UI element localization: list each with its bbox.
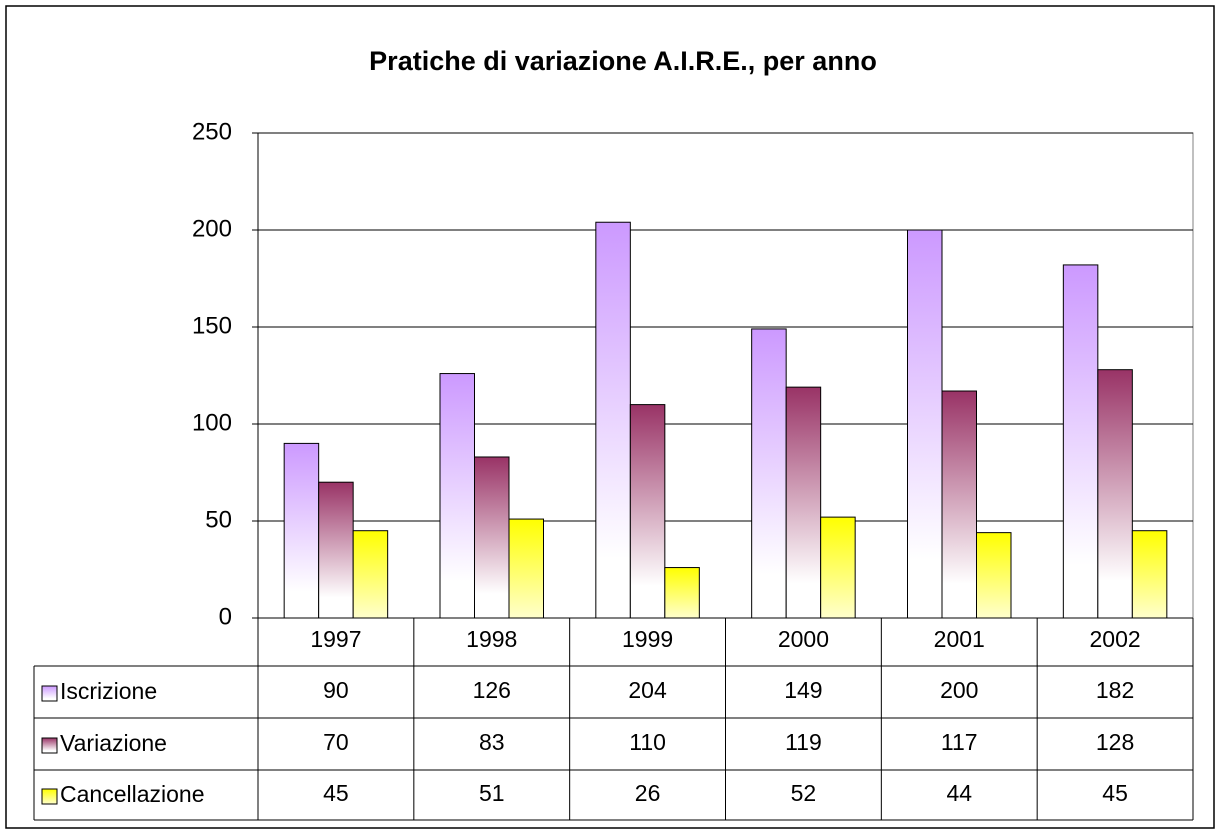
x-tick-label: 2001 bbox=[934, 626, 985, 652]
legend-label: Variazione bbox=[60, 730, 167, 756]
y-tick-label: 100 bbox=[192, 409, 232, 436]
table-value: 200 bbox=[940, 677, 978, 703]
x-tick-label: 1998 bbox=[466, 626, 517, 652]
y-tick-label: 150 bbox=[192, 312, 232, 339]
y-tick-label: 250 bbox=[192, 118, 232, 145]
table-value: 110 bbox=[629, 729, 666, 755]
bar bbox=[820, 516, 856, 619]
bar bbox=[941, 390, 977, 619]
table-value: 45 bbox=[323, 780, 349, 806]
x-tick-label: 1997 bbox=[310, 626, 361, 652]
bar bbox=[664, 567, 700, 619]
table-value: 128 bbox=[1096, 729, 1134, 755]
x-tick-label: 2000 bbox=[778, 626, 829, 652]
bar bbox=[508, 518, 544, 619]
bar bbox=[439, 373, 475, 619]
plot-area bbox=[257, 132, 1194, 619]
bar bbox=[1097, 369, 1133, 619]
legend-label: Iscrizione bbox=[60, 678, 157, 704]
legend-label: Cancellazione bbox=[60, 781, 204, 807]
bar bbox=[976, 532, 1012, 619]
bar bbox=[474, 456, 510, 619]
table-value: 119 bbox=[785, 729, 822, 755]
bar bbox=[318, 481, 354, 619]
legend-key bbox=[41, 788, 58, 805]
table-value: 204 bbox=[628, 677, 667, 703]
bar bbox=[595, 221, 631, 619]
bar bbox=[907, 229, 943, 619]
table-value: 44 bbox=[946, 780, 972, 806]
bar bbox=[1131, 530, 1168, 619]
table-value: 90 bbox=[323, 677, 349, 703]
table-value: 182 bbox=[1096, 677, 1134, 703]
table-value: 117 bbox=[941, 729, 978, 755]
table-value: 149 bbox=[784, 677, 822, 703]
table-value: 26 bbox=[635, 780, 661, 806]
bar bbox=[283, 442, 320, 619]
y-tick-label: 0 bbox=[219, 603, 232, 630]
legend-key bbox=[41, 737, 58, 754]
bar bbox=[785, 386, 822, 619]
y-tick-label: 200 bbox=[192, 215, 232, 242]
chart-title: Pratiche di variazione A.I.R.E., per ann… bbox=[369, 46, 877, 76]
bar bbox=[352, 530, 389, 619]
bar bbox=[1062, 264, 1099, 619]
table-value: 83 bbox=[479, 729, 505, 755]
x-tick-label: 2002 bbox=[1089, 626, 1140, 652]
table-value: 52 bbox=[791, 780, 817, 806]
table-value: 51 bbox=[479, 780, 505, 806]
table-value: 70 bbox=[323, 729, 349, 755]
bar bbox=[629, 404, 666, 619]
table-value: 126 bbox=[473, 677, 511, 703]
table-value: 45 bbox=[1102, 780, 1128, 806]
legend-key bbox=[41, 685, 58, 702]
y-tick-label: 50 bbox=[205, 506, 232, 533]
bar bbox=[751, 328, 787, 619]
x-tick-label: 1999 bbox=[622, 626, 673, 652]
